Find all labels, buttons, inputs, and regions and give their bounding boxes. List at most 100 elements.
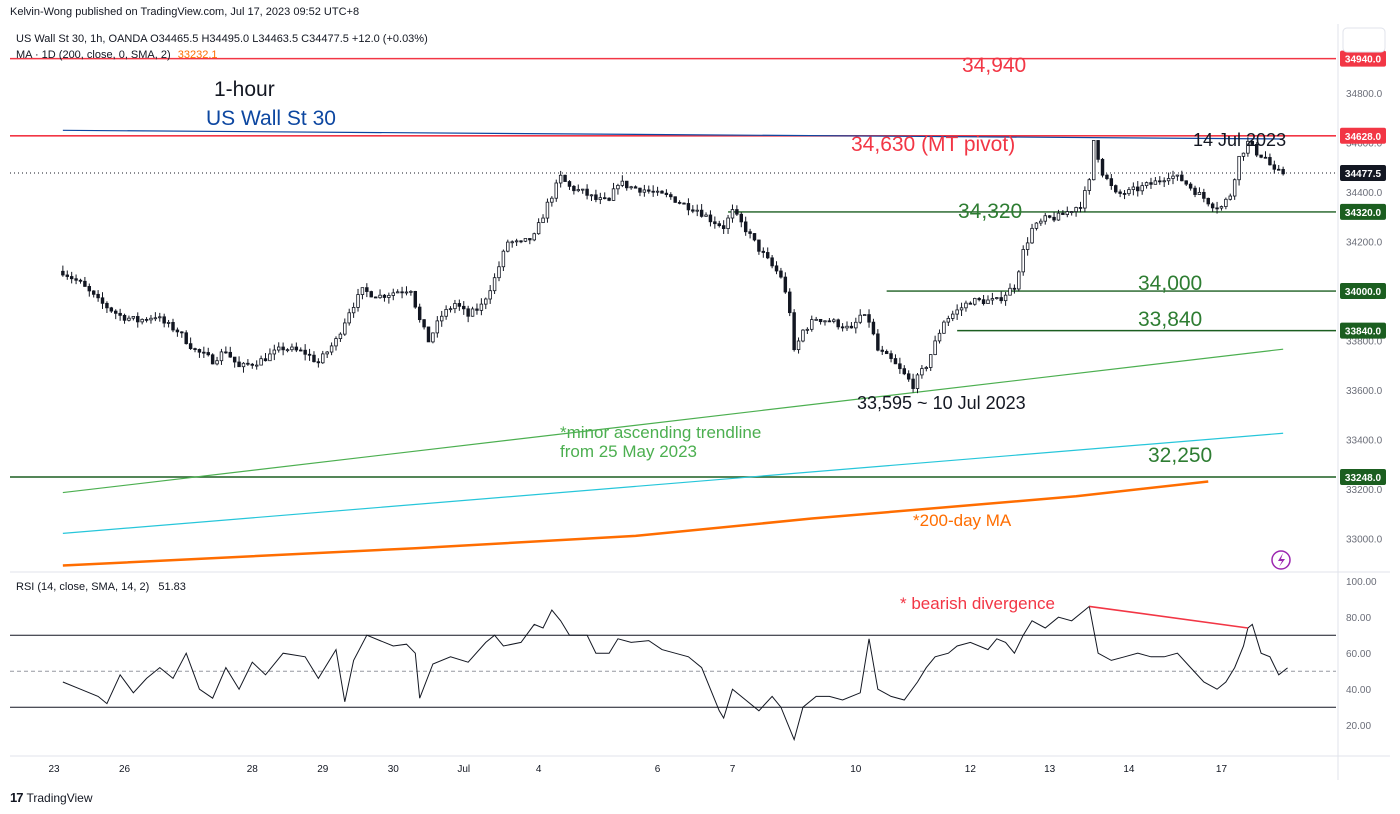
time-tick-label: 14: [1123, 764, 1135, 775]
rsi-legend: RSI (14, close, SMA, 14, 2) 51.83: [16, 581, 186, 593]
candle-body: [1210, 203, 1215, 209]
candle-body: [180, 331, 184, 334]
candle-body: [1127, 189, 1131, 195]
candle-body: [1259, 154, 1263, 158]
candle-body: [122, 314, 127, 321]
candle-body: [889, 353, 893, 359]
candle-body: [431, 332, 435, 343]
candle-body: [360, 287, 365, 295]
candle-body: [514, 240, 519, 243]
price-tick-label: 34400.0: [1346, 188, 1383, 199]
candle-body: [131, 316, 136, 319]
candle-body: [924, 367, 929, 369]
candle-body: [501, 250, 506, 268]
candle-body: [951, 313, 955, 319]
candle-body: [981, 299, 986, 305]
footer-brand[interactable]: TradingView: [26, 790, 93, 805]
candle-body: [735, 209, 739, 215]
candle-body: [1250, 140, 1255, 145]
candle-body: [1056, 212, 1061, 221]
candle-body: [325, 351, 329, 355]
candle-body: [166, 322, 171, 324]
candle-body: [127, 317, 131, 321]
candle-body: [1105, 174, 1109, 180]
candle-body: [1206, 197, 1210, 205]
candle-body: [193, 348, 197, 350]
lightning-icon[interactable]: [1271, 550, 1291, 570]
price-axis[interactable]: 33000.0 33200.0 33400.0 33600.0 33800.0 34000…: [1346, 40, 1383, 546]
candle-body: [316, 361, 321, 364]
price-level-tags: 34940.0 34628.0 34477.5 34320.0 34000.0 33840…: [1340, 50, 1386, 486]
candle-body: [1061, 212, 1065, 215]
candle-body: [78, 279, 83, 282]
candle-body: [911, 378, 915, 389]
candle-body: [1153, 180, 1158, 185]
rsi-tick-label: 20.00: [1346, 721, 1371, 732]
candle-body: [373, 296, 378, 299]
candle-body: [589, 194, 594, 197]
candle-body: [219, 351, 224, 362]
candle-body: [1184, 180, 1188, 185]
candle-body: [457, 303, 462, 307]
candle-body: [669, 194, 673, 198]
candle-body: [1100, 158, 1105, 176]
price-tag-bg: [1340, 203, 1386, 220]
candle-body: [417, 306, 422, 321]
candle-body: [576, 189, 581, 192]
rsi-pane: [10, 605, 1336, 742]
trendline: [62, 432, 1284, 534]
candle-body: [404, 291, 409, 294]
candle-body: [1232, 179, 1237, 197]
candle-body: [144, 318, 149, 321]
candle-body: [752, 233, 757, 241]
candle-body: [647, 189, 651, 192]
candle-body: [536, 222, 541, 235]
candle-body: [814, 318, 818, 321]
candle-body: [986, 299, 990, 305]
candle-body: [294, 346, 299, 351]
candle-body: [444, 309, 448, 317]
candle-body: [779, 270, 783, 278]
candle-body: [1144, 182, 1149, 187]
candle-body: [171, 322, 175, 331]
screenshot-button[interactable]: [1342, 27, 1386, 53]
price-tick-label: 34600.0: [1346, 139, 1383, 150]
rsi-axis[interactable]: 20.00 40.00 60.00 80.00 100.00: [1346, 577, 1377, 732]
candle-body: [492, 277, 497, 292]
candle-body: [153, 317, 158, 320]
candle-body: [61, 270, 65, 276]
candle-body: [285, 349, 290, 352]
candle-body: [307, 353, 312, 356]
candle-body: [928, 354, 933, 368]
candle-body: [1122, 193, 1127, 195]
candle-body: [1087, 179, 1092, 191]
candle-body: [616, 184, 620, 190]
candle-body: [105, 302, 109, 309]
candle-body: [488, 290, 492, 300]
candle-body: [942, 321, 946, 334]
time-axis[interactable]: 23 26 28 29 30 Jul 4 6 7 10 12 13 14 17: [48, 764, 1227, 775]
candle-body: [827, 320, 832, 323]
candle-body: [369, 291, 373, 298]
legend-ma-label: MA · 1D (200, close, 0, SMA, 2): [16, 49, 171, 61]
candle-body: [272, 349, 277, 355]
candle-body: [810, 319, 814, 330]
time-tick-label: 26: [119, 764, 131, 775]
candle-body: [1272, 164, 1277, 170]
candle-body: [246, 362, 250, 365]
candle-body: [1158, 180, 1162, 183]
candle-body: [554, 182, 558, 199]
candle-body: [695, 209, 699, 212]
candle-body: [572, 185, 576, 192]
candle-body: [1162, 180, 1166, 183]
price-tag-bg: [1340, 283, 1386, 300]
candle-body: [704, 214, 708, 217]
candle-body: [691, 209, 695, 212]
candle-body: [545, 201, 550, 219]
candle-body: [655, 190, 660, 193]
candle-body: [651, 190, 655, 193]
candle-body: [633, 186, 638, 189]
ma-200-polyline: [62, 480, 1209, 567]
tradingview-logo-icon[interactable]: 17: [10, 790, 24, 805]
